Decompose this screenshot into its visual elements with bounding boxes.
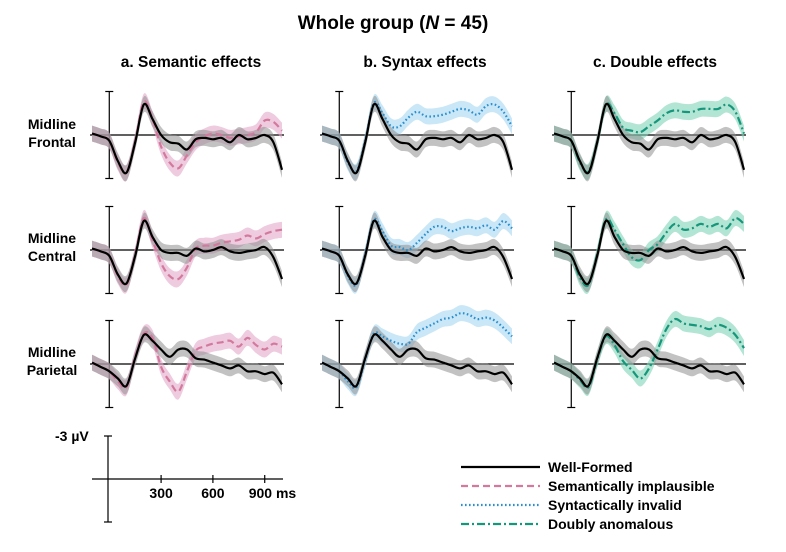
series-line-syntax [321, 100, 513, 174]
figure-title: Whole group (N = 45) [298, 13, 489, 34]
series-line-semantic [91, 330, 283, 393]
panel-central-syntax [320, 205, 514, 295]
legend-label: Semantically implausible [548, 478, 715, 494]
panel-central-semantic [90, 205, 284, 295]
svg-text:Central: Central [28, 248, 76, 264]
series-line-semantic [91, 216, 283, 287]
series-line-wellformed [553, 219, 746, 286]
series-line-wellformed [553, 102, 746, 175]
panel-frontal-double [552, 90, 746, 182]
svg-text:Midline: Midline [28, 344, 76, 360]
column-title-double: c. Double effects [593, 54, 717, 71]
legend: Well-Formed Semantically implausible Synta… [461, 459, 715, 532]
series-line-wellformed [321, 102, 514, 175]
row-label-parietal: Midline Parietal [27, 344, 78, 378]
panel-parietal-syntax [320, 305, 514, 409]
series-line-double [553, 216, 745, 288]
svg-text:Frontal: Frontal [28, 134, 75, 150]
legend-label: Syntactically invalid [548, 497, 682, 513]
legend-label: Doubly anomalous [548, 516, 673, 532]
legend-entry: Syntactically invalid [461, 497, 682, 513]
scale-bar: -3 µV 300 600 900 ms [55, 428, 297, 523]
panel-parietal-semantic [90, 319, 284, 409]
scale-x-tick-label: 900 ms [249, 485, 297, 501]
svg-text:Midline: Midline [28, 230, 76, 246]
legend-label: Well-Formed [548, 459, 633, 475]
series-line-wellformed [321, 219, 514, 286]
scale-x-tick-label: 600 [201, 485, 225, 501]
scale-x-tick-label: 300 [149, 485, 173, 501]
panel-frontal-semantic [90, 90, 284, 182]
legend-entry: Doubly anomalous [461, 516, 673, 532]
svg-text:Midline: Midline [28, 116, 76, 132]
legend-entry: Semantically implausible [461, 478, 715, 494]
row-label-central: Midline Central [28, 230, 76, 264]
series-line-wellformed [91, 219, 284, 286]
series-line-wellformed [91, 333, 283, 388]
column-title-syntax: b. Syntax effects [363, 54, 486, 71]
scale-uv-label: -3 µV [55, 428, 89, 444]
panel-frontal-syntax [320, 90, 514, 182]
series-line-wellformed [321, 333, 513, 388]
series-line-wellformed [553, 333, 745, 388]
svg-text:Parietal: Parietal [27, 362, 78, 378]
legend-entry: Well-Formed [461, 459, 633, 475]
series-line-semantic [91, 99, 283, 175]
ci-band-syntax [322, 305, 512, 397]
ci-band-double [554, 310, 744, 397]
panel-central-double [552, 205, 746, 295]
panel-grid [90, 90, 746, 409]
panel-parietal-double [552, 310, 746, 409]
series-line-wellformed [91, 102, 284, 175]
series-line-syntax [321, 217, 513, 287]
series-line-double [553, 317, 745, 390]
row-label-frontal: Midline Frontal [28, 116, 76, 150]
column-title-semantic: a. Semantic effects [121, 54, 261, 71]
